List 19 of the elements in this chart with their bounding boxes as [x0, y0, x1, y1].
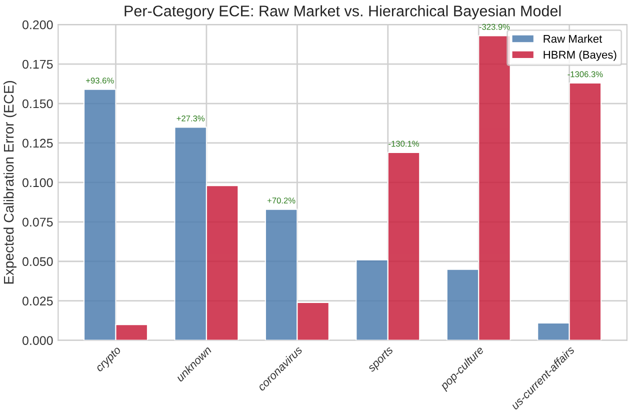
y-tick-label: 0.000 [22, 336, 53, 345]
annotation: -323.9% [479, 24, 510, 30]
y-tick-label: 0.050 [22, 257, 53, 266]
y-tick-label: 0.200 [22, 20, 53, 30]
legend-label: HBRM (Bayes) [544, 50, 616, 61]
y-tick-label: 0.125 [22, 138, 53, 148]
y-tick-label: 0.175 [22, 60, 53, 69]
annotation: +93.6% [86, 78, 114, 84]
annotation: +27.3% [176, 115, 205, 122]
y-tick-label: 0.075 [22, 218, 53, 227]
y-tick-label: 0.025 [22, 296, 53, 306]
chart-title: Per-Category ECE: Raw Market vs. Hierarchical Bayesian Model [124, 5, 561, 20]
annotation: +70.2% [267, 198, 296, 204]
legend-label: Raw Market [544, 34, 602, 43]
y-axis-title: Expected Calibration Error (ECE) [4, 81, 16, 284]
y-tick-label: 0.100 [22, 178, 53, 188]
annotation: -130.1% [388, 140, 419, 147]
y-tick-label: 0.150 [22, 99, 53, 108]
annotation: -1306.3% [568, 71, 603, 78]
